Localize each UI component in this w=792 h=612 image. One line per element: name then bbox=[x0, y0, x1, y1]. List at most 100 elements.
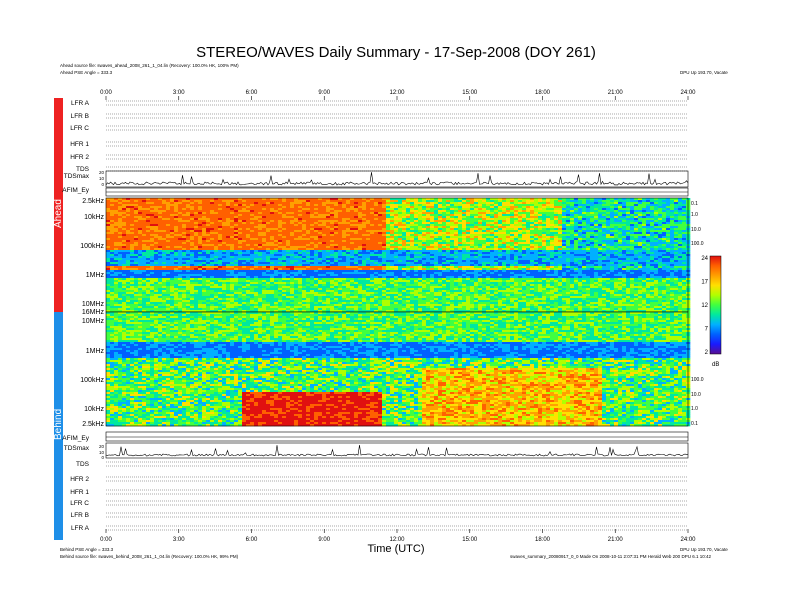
spectrogram-cell bbox=[350, 300, 354, 302]
spectrogram-cell bbox=[418, 294, 422, 296]
spectrogram-cell bbox=[158, 232, 162, 234]
spectrogram-cell bbox=[202, 218, 206, 220]
spectrogram-cell bbox=[346, 204, 350, 206]
spectrogram-cell bbox=[254, 298, 258, 300]
spectrogram-cell bbox=[158, 272, 162, 274]
spectrogram-cell bbox=[194, 288, 198, 290]
spectrogram-cell bbox=[426, 242, 430, 244]
spectrogram-cell bbox=[114, 208, 118, 210]
spectrogram-cell bbox=[306, 300, 310, 302]
spectrogram-cell bbox=[194, 198, 198, 200]
spectrogram-cell bbox=[362, 266, 366, 268]
spectrogram-cell bbox=[122, 278, 126, 280]
spectrogram-cell bbox=[330, 208, 334, 210]
spectrogram-cell bbox=[174, 258, 178, 260]
spectrogram-cell bbox=[382, 308, 386, 310]
spectrogram-cell bbox=[386, 208, 390, 210]
spectrogram-cell bbox=[214, 294, 218, 296]
spectrogram-cell bbox=[246, 306, 250, 308]
spectrogram-cell bbox=[114, 306, 118, 308]
spectrogram-cell bbox=[402, 288, 406, 290]
spectrogram-cell bbox=[402, 250, 406, 252]
spectrogram-cell bbox=[238, 288, 242, 290]
spectrogram-cell bbox=[174, 214, 178, 216]
spectrogram-cell bbox=[138, 282, 142, 284]
spectrogram-cell bbox=[246, 236, 250, 238]
spectrogram-cell bbox=[358, 294, 362, 296]
spectrogram-cell bbox=[230, 206, 234, 208]
spectrogram-cell bbox=[246, 222, 250, 224]
spectrogram-cell bbox=[358, 292, 362, 294]
spectrogram-cell bbox=[398, 294, 402, 296]
spectrogram-cell bbox=[358, 238, 362, 240]
spectrogram-cell bbox=[442, 306, 446, 308]
spectrogram-cell bbox=[450, 238, 454, 240]
spectrogram-cell bbox=[426, 288, 430, 290]
spectrogram-cell bbox=[222, 262, 226, 264]
spectrogram-cell bbox=[182, 210, 186, 212]
spectrogram-cell bbox=[242, 306, 246, 308]
spectrogram-cell bbox=[314, 262, 318, 264]
spectrogram-cell bbox=[202, 276, 206, 278]
spectrogram-cell bbox=[370, 270, 374, 272]
spectrogram-cell bbox=[122, 308, 126, 310]
spectrogram-cell bbox=[226, 210, 230, 212]
spectrogram-cell bbox=[294, 204, 298, 206]
spectrogram-cell bbox=[226, 226, 230, 228]
spectrogram-cell bbox=[398, 246, 402, 248]
spectrogram-cell bbox=[402, 236, 406, 238]
spectrogram-cell bbox=[142, 242, 146, 244]
spectrogram-cell bbox=[226, 250, 230, 252]
spectrogram-cell bbox=[254, 228, 258, 230]
spectrogram-cell bbox=[314, 228, 318, 230]
spectrogram-cell bbox=[362, 238, 366, 240]
spectrogram-cell bbox=[346, 208, 350, 210]
spectrogram-cell bbox=[146, 242, 150, 244]
spectrogram-cell bbox=[386, 224, 390, 226]
spectrogram-cell bbox=[298, 286, 302, 288]
spectrogram-cell bbox=[302, 208, 306, 210]
spectrogram-cell bbox=[414, 264, 418, 266]
spectrogram-cell bbox=[230, 260, 234, 262]
spectrogram-cell bbox=[214, 230, 218, 232]
spectrogram-cell bbox=[158, 302, 162, 304]
spectrogram-cell bbox=[150, 274, 154, 276]
spectrogram-cell bbox=[214, 248, 218, 250]
spectrogram-cell bbox=[286, 262, 290, 264]
spectrogram-cell bbox=[110, 244, 114, 246]
spectrogram-cell bbox=[390, 290, 394, 292]
spectrogram-cell bbox=[110, 222, 114, 224]
spectrogram-cell bbox=[422, 274, 426, 276]
spectrogram-cell bbox=[142, 294, 146, 296]
spectrogram-cell bbox=[258, 232, 262, 234]
spectrogram-cell bbox=[162, 240, 166, 242]
spectrogram-cell bbox=[370, 298, 374, 300]
spectrogram-cell bbox=[410, 304, 414, 306]
spectrogram-cell bbox=[346, 214, 350, 216]
spectrogram-cell bbox=[166, 238, 170, 240]
spectrogram-cell bbox=[350, 234, 354, 236]
spectrogram-cell bbox=[130, 254, 134, 256]
spectrogram-cell bbox=[274, 260, 278, 262]
spectrogram-cell bbox=[358, 254, 362, 256]
spectrogram-cell bbox=[262, 276, 266, 278]
spectrogram-cell bbox=[270, 254, 274, 256]
spectrogram-cell bbox=[278, 230, 282, 232]
spectrogram-cell bbox=[242, 278, 246, 280]
spectrogram-cell bbox=[442, 202, 446, 204]
spectrogram-cell bbox=[394, 228, 398, 230]
spectrogram-cell bbox=[414, 252, 418, 254]
spectrogram-cell bbox=[182, 222, 186, 224]
spectrogram-cell bbox=[226, 228, 230, 230]
spectrogram-cell bbox=[106, 206, 110, 208]
spectrogram-cell bbox=[418, 292, 422, 294]
spectrogram-cell bbox=[282, 264, 286, 266]
spectrogram-cell bbox=[266, 306, 270, 308]
spectrogram-cell bbox=[246, 302, 250, 304]
spectrogram-cell bbox=[310, 272, 314, 274]
spectrogram-cell bbox=[170, 246, 174, 248]
spectrogram-cell bbox=[382, 292, 386, 294]
spectrogram-cell bbox=[142, 210, 146, 212]
spectrogram-cell bbox=[106, 250, 110, 252]
spectrogram-cell bbox=[382, 304, 386, 306]
